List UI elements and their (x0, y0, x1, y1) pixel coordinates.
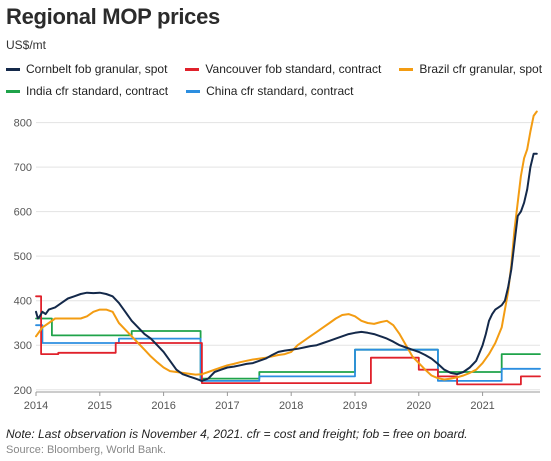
legend-label-india: India cfr standard, contract (26, 84, 169, 98)
legend-item-india: India cfr standard, contract (6, 84, 168, 98)
x-tick-label-2016: 2016 (151, 400, 175, 412)
line-chart: 200 300 400 500 600 700 800 2014 2015 2016 2017 201… (14, 110, 541, 412)
legend-label-brazil: Brazil cfr granular, spot (419, 62, 543, 76)
source-note: Source: Bloomberg, World Bank. (6, 444, 166, 456)
chart-title: Regional MOP prices (6, 4, 220, 29)
legend-swatch-india (6, 89, 20, 93)
legend-label-vancouver: Vancouver fob standard, contract (205, 62, 382, 76)
x-tick-label-2019: 2019 (343, 400, 367, 412)
y-tick-label-200: 200 (14, 385, 32, 397)
footnote: Note: Last observation is November 4, 20… (6, 427, 468, 441)
legend-swatch-cornbelt (6, 67, 20, 71)
legend-swatch-vancouver (185, 67, 200, 71)
legend-item-vancouver: Vancouver fob standard, contract (185, 62, 381, 76)
legend: Cornbelt fob granular, spot Vancouver fo… (6, 62, 546, 98)
legend-item-cornbelt: Cornbelt fob granular, spot (6, 62, 167, 76)
x-tick-label-2015: 2015 (88, 400, 112, 412)
y-tick-label-700: 700 (14, 162, 32, 174)
unit-label: US$/mt (6, 38, 47, 52)
x-tick-label-2017: 2017 (215, 400, 239, 412)
y-tick-label-500: 500 (14, 251, 32, 263)
legend-row: Cornbelt fob granular, spot Vancouver fo… (6, 62, 546, 98)
series-line-brazil (35, 110, 538, 381)
series-line-vancouver (35, 295, 541, 386)
legend-label-cornbelt: Cornbelt fob granular, spot (26, 62, 168, 76)
y-tick-label-400: 400 (14, 296, 32, 308)
legend-label-china: China cfr standard, contract (206, 84, 354, 98)
y-tick-label-600: 600 (14, 207, 32, 219)
x-tick-label-2014: 2014 (24, 400, 48, 412)
x-tick-label-2020: 2020 (407, 400, 431, 412)
x-tick-label-2021: 2021 (470, 400, 494, 412)
y-tick-label-800: 800 (14, 118, 32, 130)
series-line-india (35, 317, 541, 380)
legend-item-brazil: Brazil cfr granular, spot (399, 62, 542, 76)
series-line-china (35, 324, 541, 382)
series-line-cornbelt (35, 152, 538, 382)
x-tick-label-2018: 2018 (279, 400, 303, 412)
legend-item-china: China cfr standard, contract (186, 84, 353, 98)
legend-swatch-brazil (399, 67, 414, 71)
legend-swatch-china (186, 89, 201, 93)
y-tick-label-300: 300 (14, 340, 32, 352)
